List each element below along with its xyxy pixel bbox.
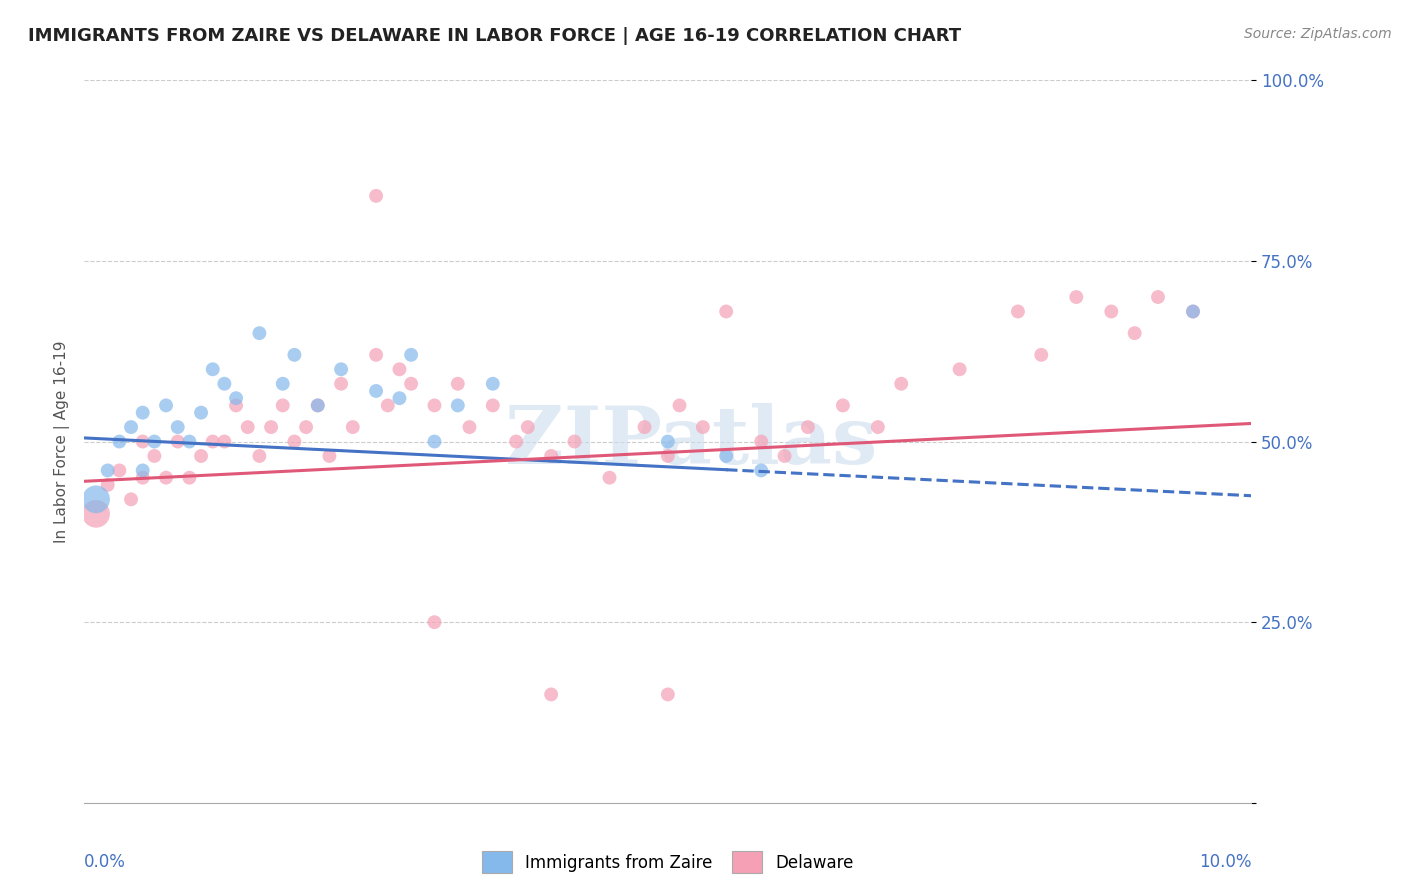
Point (657, 434, 679, 449)
Point (423, 398, 446, 412)
Point (249, 449, 271, 463)
Point (283, 348, 305, 362)
Point (749, 434, 772, 449)
Point (201, 362, 224, 376)
Point (773, 449, 796, 463)
Point (388, 362, 411, 376)
Text: ZIPatlas: ZIPatlas (505, 402, 877, 481)
Point (260, 420, 283, 434)
Point (283, 434, 305, 449)
Point (564, 434, 586, 449)
Point (366, 384, 388, 398)
Point (120, 492, 142, 507)
Point (749, 463, 772, 477)
Point (1182, 304, 1205, 318)
Text: 10.0%: 10.0% (1199, 854, 1251, 871)
Text: Source: ZipAtlas.com: Source: ZipAtlas.com (1244, 27, 1392, 41)
Point (214, 434, 236, 449)
Point (318, 449, 340, 463)
Point (1066, 290, 1088, 304)
Point (307, 398, 329, 412)
Point (458, 420, 481, 434)
Point (692, 420, 714, 434)
Point (132, 470, 155, 484)
Point (399, 348, 422, 362)
Point (505, 434, 527, 449)
Point (190, 406, 212, 420)
Point (377, 398, 399, 412)
Point (482, 398, 505, 412)
Point (295, 420, 318, 434)
Point (1099, 304, 1122, 318)
Point (366, 348, 388, 362)
Point (132, 406, 155, 420)
Point (716, 304, 738, 318)
Point (866, 420, 889, 434)
Point (84, 507, 107, 521)
Point (330, 362, 353, 376)
Point (949, 362, 972, 376)
Point (330, 376, 353, 391)
Point (423, 615, 446, 630)
Point (1007, 304, 1029, 318)
Legend: Immigrants from Zaire, Delaware: Immigrants from Zaire, Delaware (474, 843, 862, 881)
Point (179, 470, 201, 484)
Point (249, 326, 271, 340)
Point (1182, 304, 1205, 318)
Point (271, 376, 294, 391)
Point (633, 420, 655, 434)
Point (143, 434, 166, 449)
Point (482, 376, 505, 391)
Point (1031, 348, 1053, 362)
Point (540, 687, 562, 701)
Point (132, 463, 155, 477)
Point (540, 449, 562, 463)
Point (143, 449, 166, 463)
Point (108, 434, 131, 449)
Point (668, 398, 690, 412)
Point (1147, 290, 1170, 304)
Y-axis label: In Labor Force | Age 16-19: In Labor Force | Age 16-19 (55, 340, 70, 543)
Point (166, 420, 188, 434)
Point (1123, 326, 1146, 340)
Point (599, 470, 621, 484)
Point (155, 398, 177, 412)
Point (225, 391, 247, 405)
Point (388, 391, 411, 405)
Point (657, 687, 679, 701)
Point (201, 434, 224, 449)
Point (190, 449, 212, 463)
Point (890, 376, 912, 391)
Point (236, 420, 259, 434)
Point (716, 449, 738, 463)
Point (155, 470, 177, 484)
Text: 0.0%: 0.0% (84, 854, 127, 871)
Point (366, 189, 388, 203)
Text: IMMIGRANTS FROM ZAIRE VS DELAWARE IN LABOR FORCE | AGE 16-19 CORRELATION CHART: IMMIGRANTS FROM ZAIRE VS DELAWARE IN LAB… (28, 27, 962, 45)
Point (797, 420, 820, 434)
Point (97, 463, 120, 477)
Point (97, 478, 120, 492)
Point (447, 398, 470, 412)
Point (423, 434, 446, 449)
Point (832, 398, 855, 412)
Point (516, 420, 538, 434)
Point (271, 398, 294, 412)
Point (447, 376, 470, 391)
Point (214, 376, 236, 391)
Point (84, 492, 107, 507)
Point (307, 398, 329, 412)
Point (132, 434, 155, 449)
Point (166, 434, 188, 449)
Point (108, 463, 131, 477)
Point (225, 398, 247, 412)
Point (342, 420, 364, 434)
Point (179, 434, 201, 449)
Point (399, 376, 422, 391)
Point (120, 420, 142, 434)
Point (657, 449, 679, 463)
